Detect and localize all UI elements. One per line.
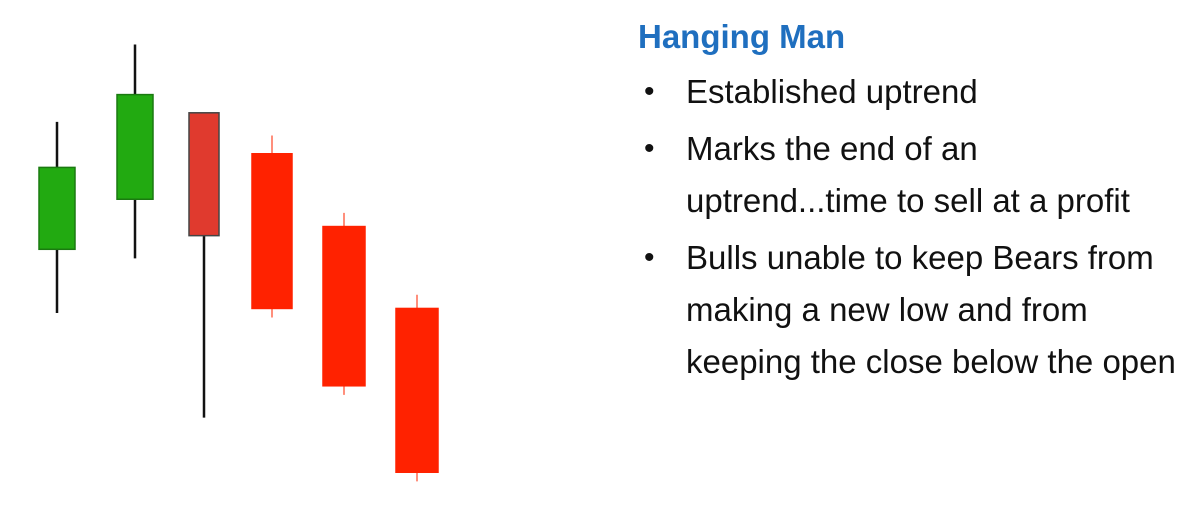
candle-body: [322, 225, 366, 387]
candle-6: [395, 294, 439, 482]
bullet-dot-icon: •: [644, 75, 655, 108]
candle-4: [251, 135, 293, 318]
bullet-item: • Established uptrend: [638, 66, 1179, 118]
candle-3: [188, 112, 220, 418]
text-panel: Hanging Man • Established uptrend • Mark…: [638, 14, 1179, 393]
bullet-dot-icon: •: [644, 132, 655, 165]
candlestick-svg: [38, 44, 439, 482]
candle-body: [395, 307, 439, 474]
bullet-item: • Marks the end of an uptrend...time to …: [638, 123, 1179, 227]
candle-2: [116, 44, 154, 259]
bullet-text: Established uptrend: [686, 73, 978, 110]
candle-body: [251, 153, 293, 310]
candlestick-chart: [38, 44, 439, 482]
bullet-item: • Bulls unable to keep Bears from making…: [638, 232, 1179, 388]
candle-1: [38, 121, 76, 313]
slide-title: Hanging Man: [638, 18, 846, 55]
bullet-list: • Established uptrend • Marks the end of…: [638, 66, 1179, 388]
candle-5: [322, 212, 366, 395]
bullet-dot-icon: •: [644, 241, 655, 274]
bullet-text: Marks the end of an uptrend...time to se…: [686, 130, 1130, 219]
candle-body: [116, 93, 154, 200]
candle-body: [188, 112, 220, 237]
bullet-text: Bulls unable to keep Bears from making a…: [686, 239, 1176, 380]
candle-body: [38, 166, 76, 251]
